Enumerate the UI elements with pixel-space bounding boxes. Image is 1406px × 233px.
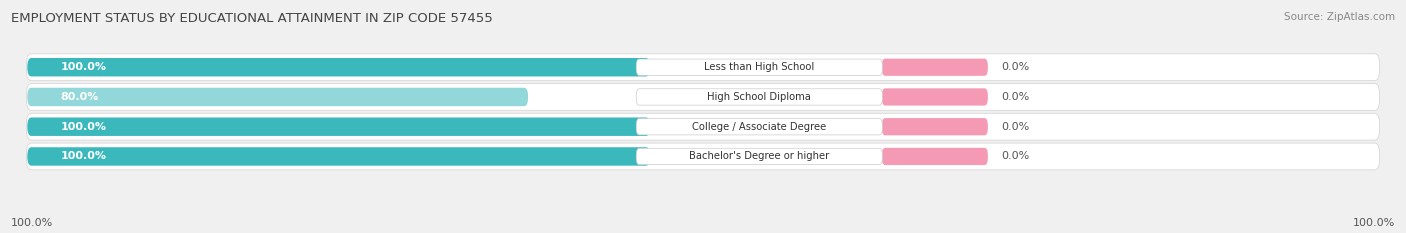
FancyBboxPatch shape [27, 84, 1379, 110]
FancyBboxPatch shape [637, 59, 883, 75]
FancyBboxPatch shape [27, 113, 1379, 140]
Text: Less than High School: Less than High School [704, 62, 814, 72]
Text: 100.0%: 100.0% [60, 151, 107, 161]
Text: 0.0%: 0.0% [1001, 62, 1029, 72]
FancyBboxPatch shape [882, 148, 988, 165]
Text: 0.0%: 0.0% [1001, 122, 1029, 132]
Text: High School Diploma: High School Diploma [707, 92, 811, 102]
FancyBboxPatch shape [882, 88, 988, 106]
Text: 0.0%: 0.0% [1001, 92, 1029, 102]
FancyBboxPatch shape [637, 89, 883, 105]
FancyBboxPatch shape [637, 119, 883, 135]
Text: 80.0%: 80.0% [60, 92, 98, 102]
FancyBboxPatch shape [27, 117, 650, 136]
Text: 100.0%: 100.0% [1353, 218, 1395, 228]
FancyBboxPatch shape [882, 118, 988, 135]
FancyBboxPatch shape [27, 147, 650, 166]
Text: Bachelor's Degree or higher: Bachelor's Degree or higher [689, 151, 830, 161]
FancyBboxPatch shape [882, 58, 988, 76]
Text: 100.0%: 100.0% [60, 122, 107, 132]
Text: 0.0%: 0.0% [1001, 151, 1029, 161]
Text: College / Associate Degree: College / Associate Degree [692, 122, 827, 132]
FancyBboxPatch shape [27, 143, 1379, 170]
FancyBboxPatch shape [637, 148, 883, 165]
FancyBboxPatch shape [27, 88, 529, 106]
Text: 100.0%: 100.0% [60, 62, 107, 72]
FancyBboxPatch shape [27, 54, 1379, 81]
FancyBboxPatch shape [27, 58, 650, 76]
Text: 100.0%: 100.0% [11, 218, 53, 228]
Text: EMPLOYMENT STATUS BY EDUCATIONAL ATTAINMENT IN ZIP CODE 57455: EMPLOYMENT STATUS BY EDUCATIONAL ATTAINM… [11, 12, 494, 25]
Text: Source: ZipAtlas.com: Source: ZipAtlas.com [1284, 12, 1395, 22]
